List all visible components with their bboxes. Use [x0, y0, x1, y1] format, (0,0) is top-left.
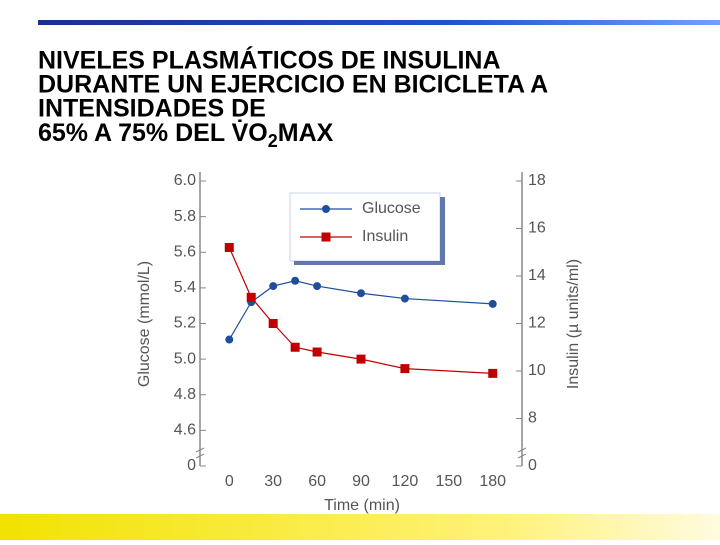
marker — [400, 364, 410, 374]
y2-tick-label: 18 — [528, 172, 546, 189]
top-bar — [38, 20, 720, 25]
legend-label: Insulin — [362, 228, 408, 245]
marker — [268, 319, 278, 328]
legend-shadow — [440, 197, 445, 265]
x-tick-label: 0 — [225, 473, 234, 490]
marker — [312, 347, 322, 357]
y-tick-label: 5.0 — [174, 350, 196, 367]
x-tick-label: 30 — [264, 473, 282, 490]
title-line: 65% A 75% DEL V̇O2MAX — [38, 118, 334, 151]
title-part: 2 — [268, 131, 278, 151]
marker — [400, 294, 409, 303]
y-tick-label: 5.2 — [174, 315, 196, 332]
y-tick-label: 5.4 — [174, 279, 196, 296]
title-line: DURANTE UN EJERCICIO EN BICICLETA A — [38, 71, 548, 99]
y-tick-label: 5.6 — [174, 243, 196, 260]
y2-tick-label: 14 — [528, 267, 546, 284]
marker — [488, 368, 498, 378]
y2-tick-label: 10 — [528, 362, 546, 379]
y-tick-label: 6.0 — [174, 172, 196, 189]
x-axis-label: Time (min) — [324, 497, 400, 514]
x-tick-label: 150 — [435, 473, 462, 490]
legend-shadow — [294, 261, 445, 265]
legend-marker — [322, 205, 330, 213]
x-tick-label: 90 — [352, 473, 370, 490]
y2-tick-label: 0 — [528, 457, 537, 474]
marker — [488, 299, 497, 308]
title-part: MAX — [278, 119, 334, 147]
y-tick-label: 0 — [187, 457, 196, 474]
bottom-bar — [0, 514, 720, 540]
y2-axis-label: Insulin (µ units/ml) — [565, 259, 582, 389]
x-tick-label: 180 — [479, 473, 506, 490]
y-tick-label: 4.8 — [174, 386, 196, 403]
y2-tick-label: 8 — [528, 410, 537, 427]
y2-tick-label: 12 — [528, 315, 546, 332]
marker — [313, 282, 322, 291]
title-line: INTENSIDADES DE — [38, 95, 266, 123]
x-tick-label: 120 — [392, 473, 419, 490]
marker — [291, 276, 300, 285]
marker — [269, 282, 278, 291]
legend — [289, 192, 441, 262]
marker — [225, 335, 234, 344]
marker — [357, 289, 365, 298]
y2-tick-label: 16 — [528, 220, 546, 237]
marker — [290, 342, 300, 352]
axis-break — [195, 447, 527, 459]
title-part: 65% A 75% DEL V̇O — [38, 118, 268, 147]
marker — [246, 292, 256, 302]
y-tick-label: 5.8 — [174, 208, 196, 225]
title-line: NIVELES PLASMÁTICOS DE INSULINA — [38, 46, 501, 75]
legend-marker — [321, 232, 331, 242]
x-tick-label: 60 — [308, 473, 326, 490]
y-tick-label: 4.6 — [174, 422, 196, 439]
marker — [356, 354, 366, 364]
y-axis-label: Glucose (mmol/L) — [136, 261, 153, 387]
marker — [224, 243, 234, 252]
legend-label: Glucose — [362, 200, 421, 217]
